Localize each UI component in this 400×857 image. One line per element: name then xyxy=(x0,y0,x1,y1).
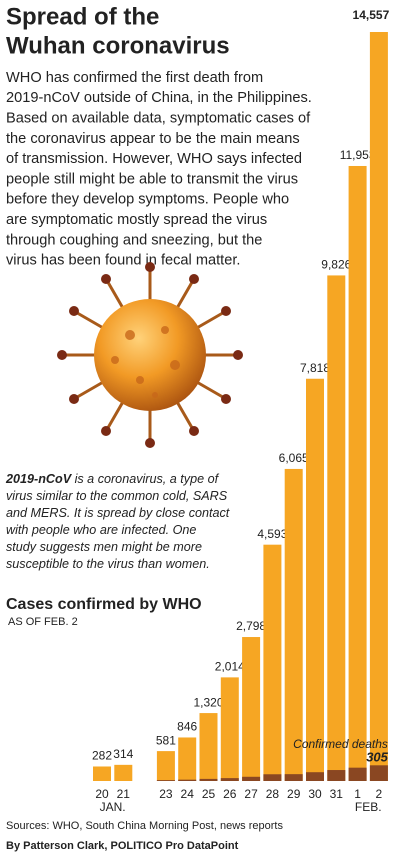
intro-line: of transmission. However, WHO says infec… xyxy=(6,151,302,167)
case-bar xyxy=(306,378,324,781)
case-bar xyxy=(220,677,239,781)
x-tick-label: 30 xyxy=(308,787,322,801)
death-bar xyxy=(263,774,282,781)
x-tick-label: 31 xyxy=(330,787,344,801)
death-bar xyxy=(306,772,324,781)
x-tick-label: 28 xyxy=(266,787,280,801)
death-bar xyxy=(178,779,197,781)
death-bar xyxy=(156,780,175,781)
title-line: Spread of the xyxy=(6,3,159,30)
case-bar xyxy=(199,713,218,781)
source: Sources: WHO, South China Morning Post, … xyxy=(6,820,283,832)
x-tick-label: 23 xyxy=(159,787,173,801)
death-bar xyxy=(327,770,346,781)
death-bar xyxy=(199,778,218,781)
case-bar xyxy=(348,165,367,781)
description-text: virus similar to the common cold, SARS xyxy=(6,489,228,503)
intro-line: Based on available data, symptomatic cas… xyxy=(6,110,311,126)
x-tick-label: 29 xyxy=(287,787,301,801)
description-text: and MERS. It is spread by close contact xyxy=(6,506,230,520)
case-bar xyxy=(369,32,388,781)
value-label: 2,014 xyxy=(215,660,245,674)
description-text: is a coronavirus, a type of xyxy=(71,472,219,486)
value-label: 314 xyxy=(113,747,133,761)
chart-subtitle: AS OF FEB. 2 xyxy=(8,616,78,628)
intro-line: virus has been found in fecal matter. xyxy=(6,253,240,269)
intro-line: 2019-nCoV outside of China, in the Phili… xyxy=(6,90,312,106)
death-label: 305 xyxy=(366,749,388,764)
virus-illustration xyxy=(57,262,243,448)
x-tick-label: 24 xyxy=(181,787,195,801)
intro-line: people still might be able to transmit t… xyxy=(6,171,298,187)
x-tick-label: 20 xyxy=(95,787,109,801)
intro-line: before they develop symptoms. People who xyxy=(6,192,289,208)
legend-entry: Confirmed deaths xyxy=(293,737,388,751)
description-line: with people who are infected. One xyxy=(6,523,196,537)
x-tick-label: 21 xyxy=(117,787,131,801)
case-bar xyxy=(263,544,282,781)
byline: By Patterson Clark, POLITICO Pro DataPoi… xyxy=(6,840,239,852)
title-line: Wuhan coronavirus xyxy=(6,32,230,59)
description-line: 2019-nCoV is a coronavirus, a type of xyxy=(5,472,220,486)
description-term: 2019-nCoV xyxy=(5,472,73,486)
case-bar xyxy=(114,764,133,781)
case-bar xyxy=(93,766,111,781)
case-bar xyxy=(156,751,175,781)
x-tick-label: 27 xyxy=(244,787,258,801)
value-label: 2,798 xyxy=(236,619,266,633)
intro-line: the coronavirus appear to be the main me… xyxy=(6,131,300,147)
x-tick-label: 26 xyxy=(223,787,237,801)
value-label: 846 xyxy=(177,720,197,734)
x-tick-label: 2 xyxy=(376,787,383,801)
death-bar xyxy=(369,765,388,781)
value-label: 282 xyxy=(92,749,112,763)
description: 2019-nCoV is a coronavirus, a type of vir… xyxy=(5,472,230,571)
description-text: study suggests men might be more xyxy=(6,540,202,554)
intro-line: through coughing and sneezing, but the xyxy=(6,232,262,248)
value-label: 581 xyxy=(156,733,176,747)
case-bar xyxy=(284,468,303,781)
description-line: study suggests men might be more xyxy=(6,540,202,554)
value-label: 7,818 xyxy=(300,361,330,375)
value-label: 6,065 xyxy=(279,451,309,465)
intro: WHO has confirmed the first death from 20… xyxy=(6,70,312,269)
case-bar xyxy=(178,737,197,781)
month-label: JAN. xyxy=(100,800,126,814)
case-bar xyxy=(242,637,261,781)
case-bar xyxy=(327,275,346,781)
description-text: susceptible to the virus than women. xyxy=(6,557,210,571)
value-label: 9,826 xyxy=(321,258,351,272)
intro-line: WHO has confirmed the first death from xyxy=(6,70,263,86)
value-label: 11,953 xyxy=(340,148,376,162)
chart-title: Cases confirmed by WHO xyxy=(6,596,202,613)
death-bar xyxy=(220,778,239,781)
x-tick-label: 1 xyxy=(354,787,361,801)
death-bar xyxy=(348,767,367,781)
value-label: 14,557 xyxy=(353,8,390,22)
death-bar xyxy=(242,776,261,781)
intro-line: are symptomatic mostly spread the virus xyxy=(6,212,267,228)
death-bar xyxy=(284,774,303,781)
value-label: 1,320 xyxy=(193,695,223,709)
x-tick-label: 25 xyxy=(202,787,216,801)
description-text: with people who are infected. One xyxy=(6,523,196,537)
description-line: virus similar to the common cold, SARS xyxy=(6,489,228,503)
month-label: FEB. xyxy=(355,800,382,814)
description-line: susceptible to the virus than women. xyxy=(6,557,210,571)
description-line: and MERS. It is spread by close contact xyxy=(6,506,230,520)
value-label: 4,593 xyxy=(257,527,287,541)
